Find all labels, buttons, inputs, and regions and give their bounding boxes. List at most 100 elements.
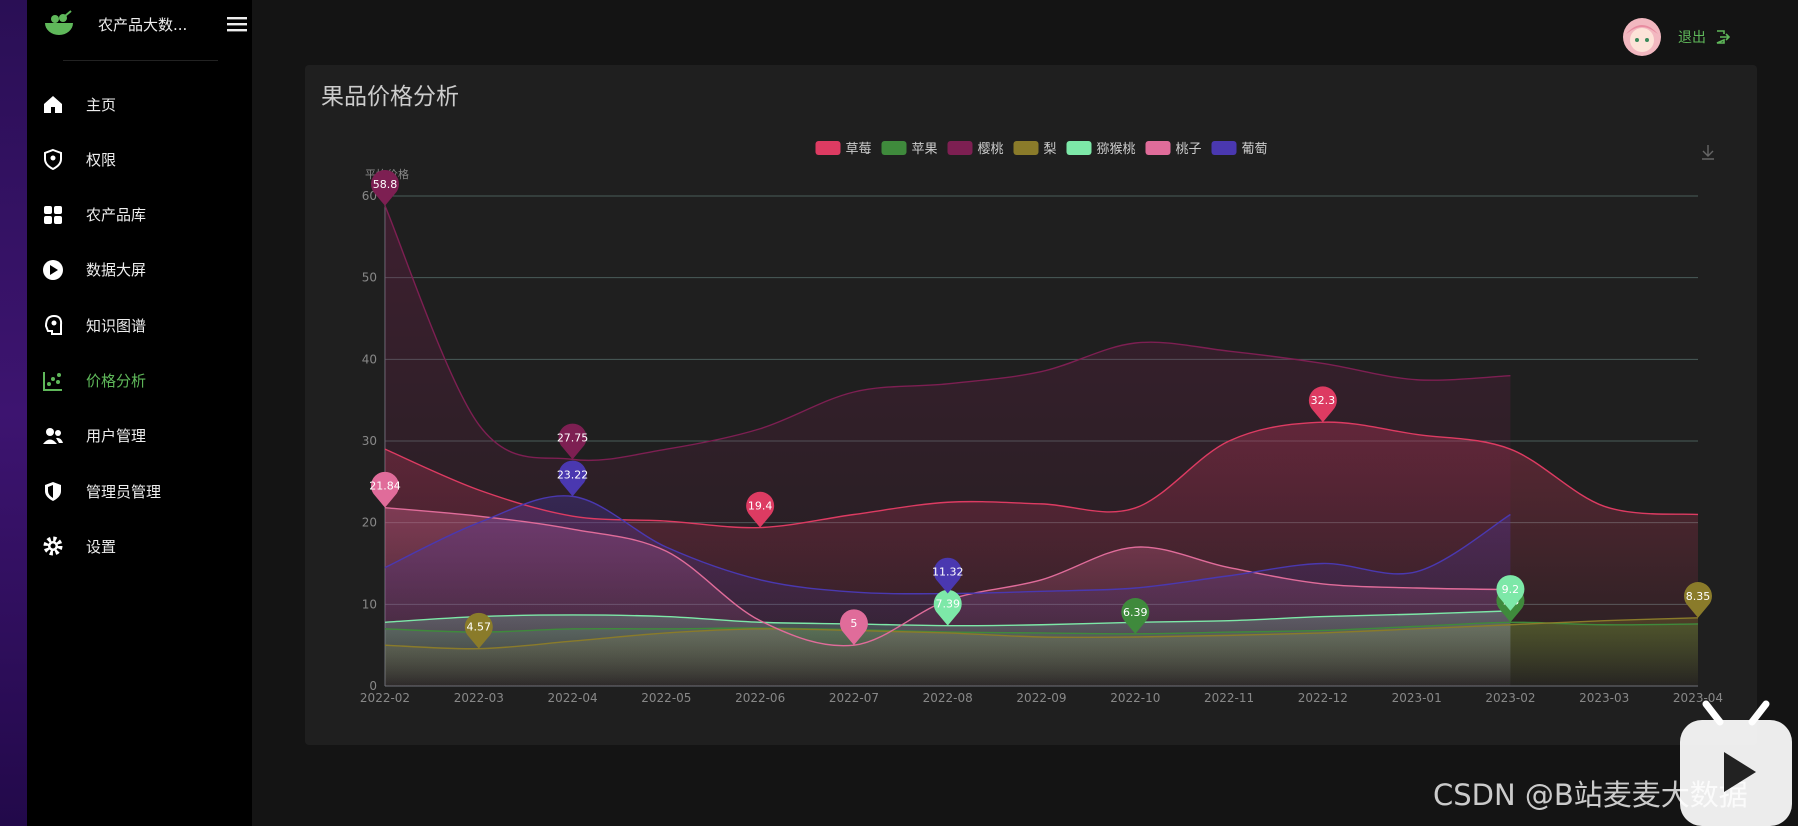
mark-label: 23.22: [557, 468, 589, 481]
y-tick-label: 20: [362, 516, 377, 530]
legend: 草莓 苹果 樱桃 梨 猕猴桃 桃子 葡萄: [815, 141, 1268, 157]
menu-item[interactable]: 价格分析: [27, 361, 252, 401]
y-tick-label: 60: [362, 189, 377, 203]
menu-label[interactable]: 用户管理: [86, 427, 147, 446]
y-tick-label: 40: [362, 352, 377, 366]
mark-pin: [558, 460, 587, 497]
menu-icon[interactable]: [42, 259, 64, 281]
menu-label[interactable]: 价格分析: [86, 372, 147, 390]
mark-label: 8.35: [1686, 590, 1711, 603]
menu-icon[interactable]: [42, 204, 64, 226]
x-tick-label: 2023-02: [1485, 691, 1535, 705]
mark-pin: [933, 557, 962, 594]
y-tick-label: 30: [362, 434, 377, 448]
y-tick-label: 0: [369, 679, 377, 693]
x-tick-label: 2022-04: [548, 691, 598, 705]
menu-icon[interactable]: [42, 314, 64, 336]
mark-pin: [933, 589, 962, 626]
mark-pin: [558, 423, 587, 460]
mark-pin: [464, 612, 493, 649]
menu-item[interactable]: 设置: [27, 526, 252, 566]
menu-item[interactable]: 管理员管理: [27, 471, 252, 511]
mark-label: 9.2: [1502, 583, 1520, 596]
menu-item[interactable]: 主页: [27, 84, 252, 124]
x-tick-label: 2023-04: [1673, 691, 1723, 705]
legend-swatch: [881, 141, 907, 155]
legend-swatch: [815, 141, 841, 155]
series-line: [384, 421, 1699, 529]
menu-icon[interactable]: [42, 370, 64, 392]
menu-label[interactable]: 管理员管理: [86, 482, 162, 501]
mark-label: 7.39: [935, 598, 960, 611]
menu-item[interactable]: 农产品库: [27, 195, 252, 235]
logout-label[interactable]: 退出: [1678, 30, 1706, 46]
mark-points: 32.319.47.86.3958.827.758.354.579.27.392…: [369, 170, 1712, 649]
x-tick-label: 2022-03: [454, 691, 504, 705]
mark-label: 27.75: [557, 431, 589, 444]
x-tick-label: 2023-03: [1579, 691, 1629, 705]
series-line: [384, 610, 1511, 627]
download-icon[interactable]: [1702, 145, 1714, 160]
mark-label: 58.8: [373, 178, 398, 191]
x-tick-label: 2022-11: [1204, 691, 1254, 705]
menu-item[interactable]: 权限: [27, 139, 252, 179]
mark-pin: [1121, 598, 1150, 634]
x-tick-label: 2022-05: [641, 691, 691, 705]
logout-icon[interactable]: [1716, 30, 1731, 44]
card-title: 果品价格分析: [321, 84, 459, 110]
x-tick-label: 2022-12: [1298, 691, 1348, 705]
menu-item[interactable]: 用户管理: [27, 416, 252, 456]
menu-icon[interactable]: [42, 148, 64, 171]
mark-pin: [371, 471, 399, 508]
menu-icon[interactable]: [42, 480, 64, 502]
menu-icon[interactable]: [42, 93, 64, 115]
mark-label: 5: [850, 617, 857, 630]
mark-label: 32.3: [1311, 394, 1336, 407]
menu-item[interactable]: 数据大屏: [27, 250, 252, 290]
avatar[interactable]: [1622, 16, 1662, 58]
mark-pin: [1684, 582, 1712, 618]
menu-label[interactable]: 知识图谱: [86, 316, 147, 335]
menu-label[interactable]: 权限: [86, 150, 117, 169]
menu-icon[interactable]: [42, 425, 64, 447]
lines: [384, 205, 1699, 650]
menu-item[interactable]: 知识图谱: [27, 305, 252, 345]
mark-pin: [839, 609, 868, 646]
series-line: [384, 205, 1511, 462]
legend-swatch: [1211, 141, 1237, 155]
menu-label[interactable]: 主页: [86, 95, 117, 114]
x-tick-label: 2022-08: [923, 691, 973, 705]
chart-card: 果品价格分析 平均价格01020304050602022-022022-0320…: [305, 65, 1757, 745]
legend-swatch: [1145, 141, 1171, 155]
mark-pin: [371, 170, 399, 206]
mark-pin: [1308, 386, 1337, 423]
logout-button[interactable]: 退出: [1678, 27, 1731, 47]
menu-toggle[interactable]: [227, 16, 247, 32]
mark-pin: [746, 491, 775, 528]
series-line: [384, 617, 1699, 650]
legend-swatch: [1066, 141, 1092, 155]
menu-label[interactable]: 数据大屏: [86, 261, 147, 280]
legend-label: 苹果: [912, 142, 938, 157]
logo: [45, 10, 73, 35]
series-line: [384, 621, 1699, 635]
y-tick-label: 50: [362, 271, 377, 285]
mark-pin: [1496, 575, 1525, 611]
side-strip: [0, 0, 27, 826]
mark-label: 6.39: [1123, 606, 1148, 619]
mark-label: 21.84: [369, 480, 401, 493]
video-icon: [1680, 700, 1792, 826]
legend-label: 猕猴桃: [1097, 142, 1136, 157]
menu-label[interactable]: 农产品库: [86, 206, 147, 225]
sidebar: 农产品大数... 主页 权限 农产品库 数据大屏 知识图谱 价格分析 用户管理 管理员管理 设置: [27, 0, 252, 826]
legend-label: 葡萄: [1242, 142, 1268, 157]
legend-label: 草莓: [846, 142, 872, 157]
x-tick-label: 2022-02: [360, 691, 410, 705]
legend-label: 梨: [1044, 142, 1057, 157]
legend-label: 樱桃: [978, 141, 1004, 157]
menu-label[interactable]: 设置: [86, 537, 117, 556]
menu-icon[interactable]: [42, 535, 64, 557]
x-tick-label: 2023-01: [1392, 691, 1442, 705]
x-tick-label: 2022-07: [829, 691, 879, 705]
